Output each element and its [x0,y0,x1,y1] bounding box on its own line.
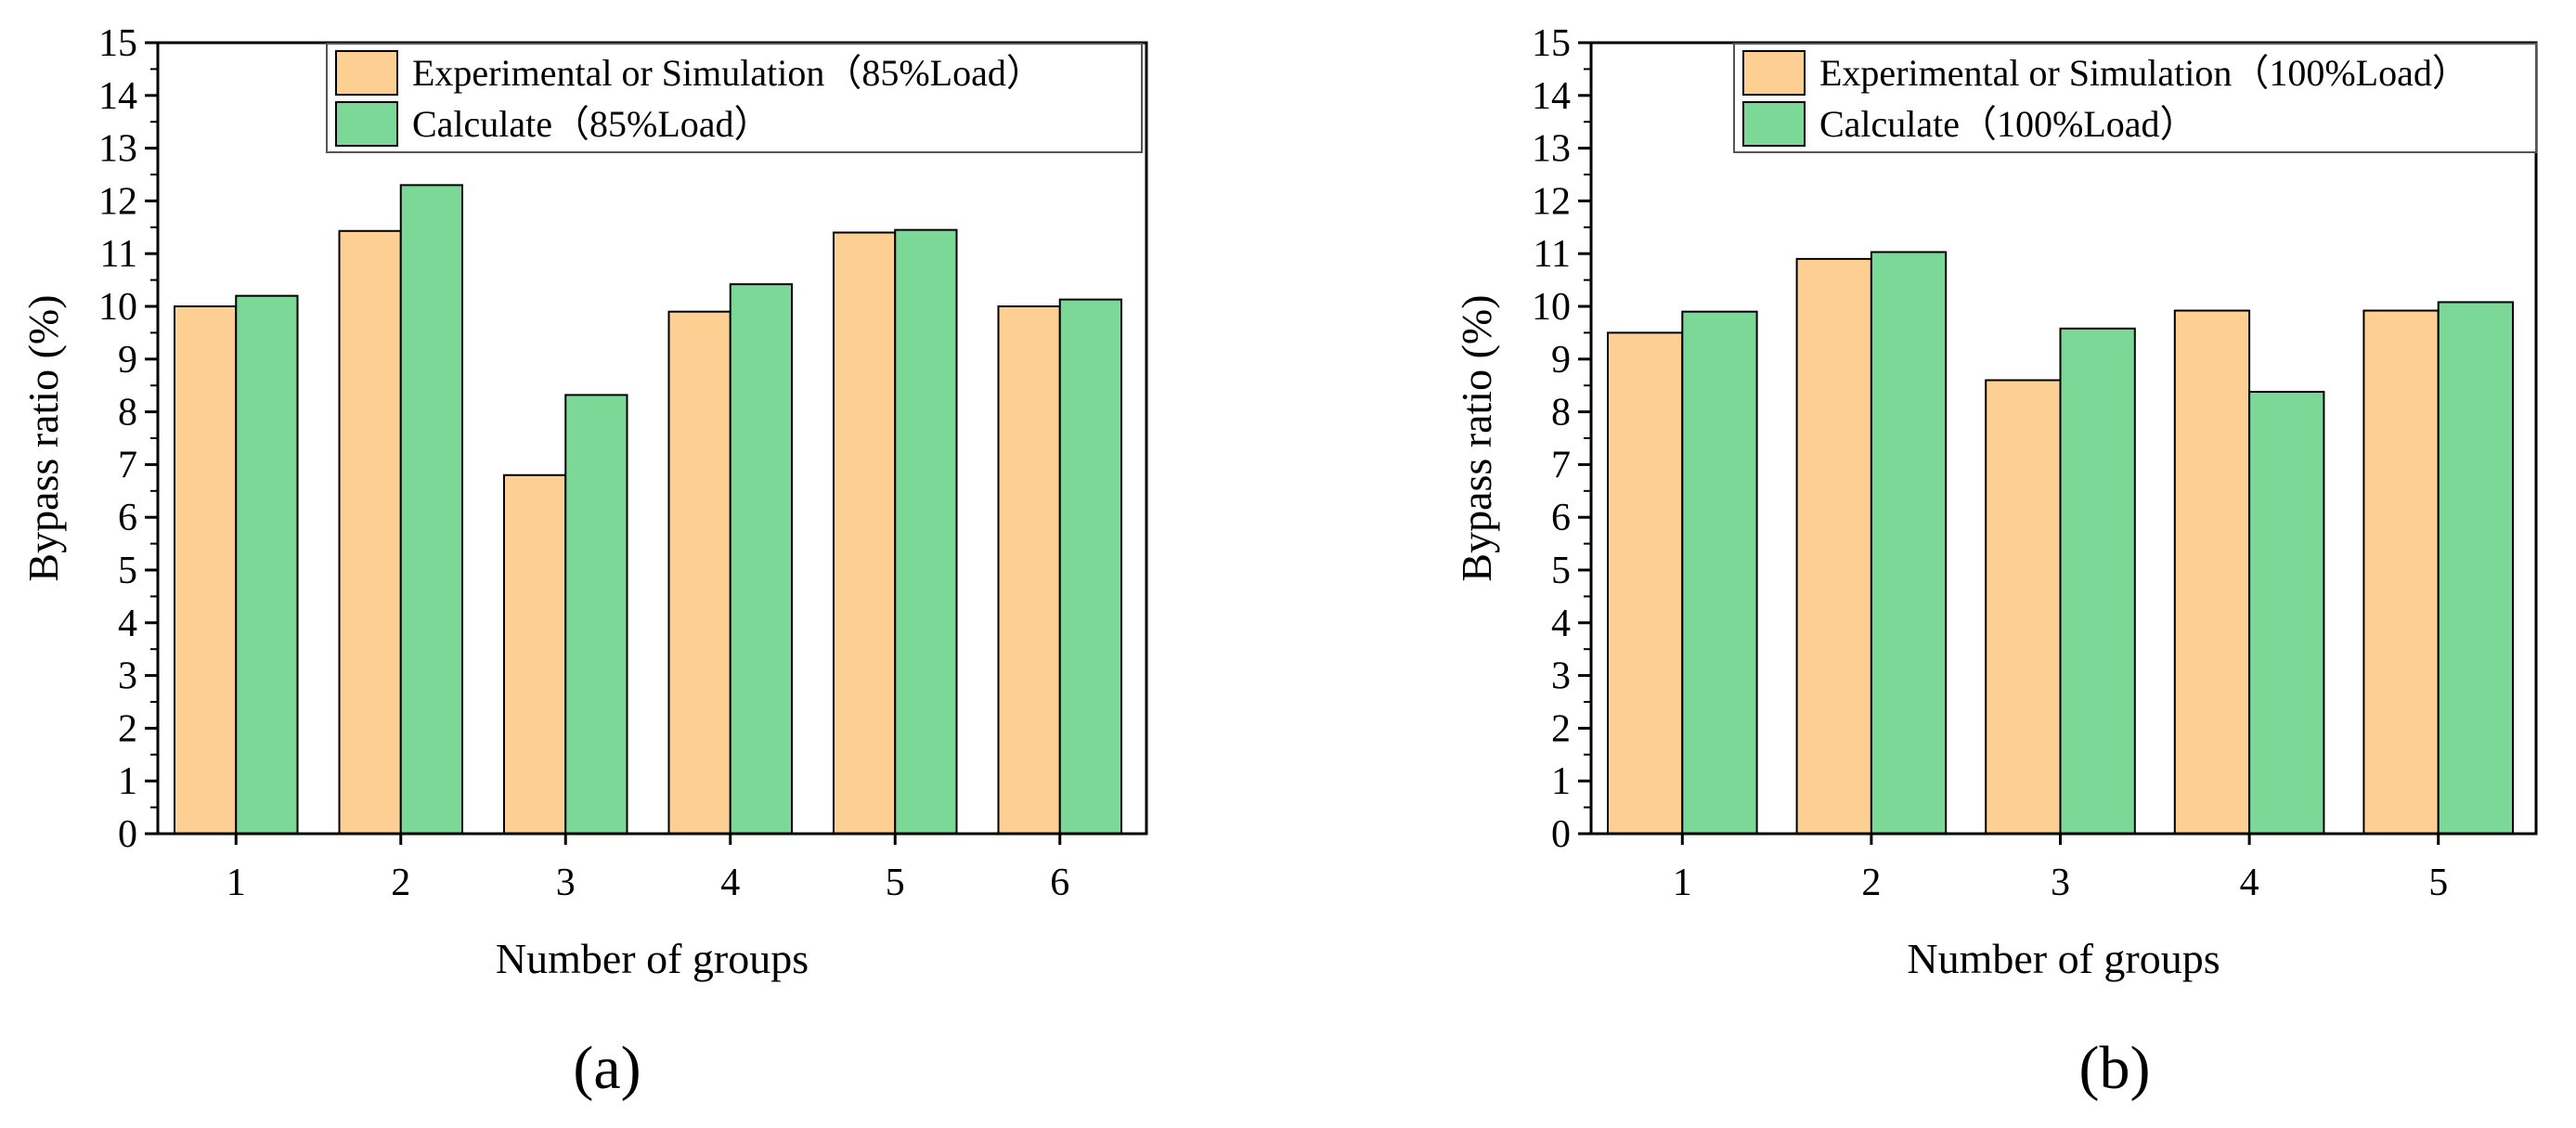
bar-calculate-2 [399,184,463,836]
bar-calculate-5 [2437,301,2514,835]
y-tick-label: 12 [98,180,137,223]
y-tick-label: 11 [100,233,137,276]
bar-calculate-5 [894,228,958,835]
y-tick-label: 10 [98,286,137,329]
y-tick-label: 12 [1532,180,1571,223]
y-tick-label: 1 [1551,760,1571,803]
x-tick-label: 4 [2240,862,2259,904]
x-axis-b: 1 2 3 4 5 [1673,834,2448,904]
bar-experimental-5 [2362,309,2440,835]
y-tick-label: 4 [118,603,137,645]
legend-label-experimental-b: Experimental or Simulation（100%Load） [1819,52,2469,94]
y-tick-label: 11 [1534,233,1571,276]
bar-calculate-2 [1870,251,1948,836]
panel-label-a: (a) [573,1034,641,1102]
y-tick-label: 3 [1551,655,1571,698]
legend-label-experimental-a: Experimental or Simulation（85%Load） [412,52,1043,94]
x-tick-label: 2 [1861,862,1881,904]
y-tick-label: 1 [118,760,137,803]
bar-experimental-5 [833,231,897,836]
bar-experimental-3 [1985,379,2062,835]
y-tick-label: 4 [1551,603,1571,645]
legend-swatch-experimental-b [1742,50,1806,96]
bar-calculate-4 [2248,391,2325,835]
bar-calculate-3 [564,394,628,835]
y-tick-label: 13 [98,128,137,171]
bars-a [174,184,1122,836]
y-tick-label: 6 [1551,497,1571,539]
legend-label-calculate-a: Calculate（85%Load） [412,103,771,145]
bar-experimental-2 [338,229,402,835]
bar-experimental-4 [667,310,731,835]
y-axis-title-b: Bypass ratio (%) [1453,294,1500,581]
y-tick-label: 8 [1551,392,1571,434]
bar-experimental-2 [1795,257,1872,835]
bar-calculate-1 [1681,310,1758,835]
x-tick-label: 3 [2051,862,2070,904]
legend-swatch-calculate-a [335,101,398,147]
panel-label-b: (b) [2079,1034,2151,1102]
bar-experimental-1 [1607,331,1684,835]
x-tick-label: 3 [556,862,576,904]
y-tick-label: 3 [118,655,137,698]
x-tick-label: 1 [227,862,246,904]
y-tick-label: 14 [1532,75,1571,118]
bar-calculate-3 [2059,327,2136,835]
x-tick-label: 1 [1673,862,1692,904]
x-axis-title-a: Number of groups [496,935,809,982]
y-tick-label: 7 [1551,444,1571,486]
x-tick-label: 6 [1050,862,1069,904]
y-tick-label: 5 [1551,550,1571,592]
bar-experimental-6 [997,305,1061,835]
legend-swatch-experimental-a [335,50,398,96]
y-tick-label: 7 [118,444,137,486]
y-tick-label: 2 [1551,707,1571,750]
y-tick-label: 8 [118,392,137,434]
y-tick-label: 5 [118,550,137,592]
bar-calculate-1 [235,294,299,835]
y-tick-label: 15 [1532,22,1571,65]
x-axis-title-b: Number of groups [1907,935,2220,982]
y-tick-label: 13 [1532,128,1571,171]
y-tick-label: 6 [118,497,137,539]
x-tick-label: 5 [886,862,905,904]
y-tick-label: 14 [98,75,137,118]
legend-label-calculate-b: Calculate（100%Load） [1819,103,2197,145]
legend-a: Experimental or Simulation（85%Load） Calc… [326,43,1143,153]
legend-box-b [1733,43,2537,153]
y-tick-label: 9 [1551,339,1571,382]
legend-box-a [326,43,1143,153]
bar-calculate-4 [729,283,793,836]
bar-calculate-6 [1058,298,1122,835]
y-axis-title-a: Bypass ratio (%) [19,294,67,581]
bar-experimental-3 [503,473,567,835]
bar-experimental-4 [2173,309,2251,835]
y-tick-label: 9 [118,339,137,382]
bars-b [1607,251,2514,836]
y-tick-label: 2 [118,707,137,750]
y-tick-label: 0 [1551,813,1571,856]
legend-b: Experimental or Simulation（100%Load） Cal… [1733,43,2537,153]
y-tick-label: 0 [118,813,137,856]
x-tick-label: 4 [720,862,740,904]
x-tick-label: 5 [2428,862,2448,904]
legend-swatch-calculate-b [1742,101,1806,147]
y-tick-label: 15 [98,22,137,65]
x-axis-a: 1 2 3 4 5 6 [227,834,1069,904]
bar-experimental-1 [174,305,238,835]
x-tick-label: 2 [391,862,410,904]
y-tick-label: 10 [1532,286,1571,329]
